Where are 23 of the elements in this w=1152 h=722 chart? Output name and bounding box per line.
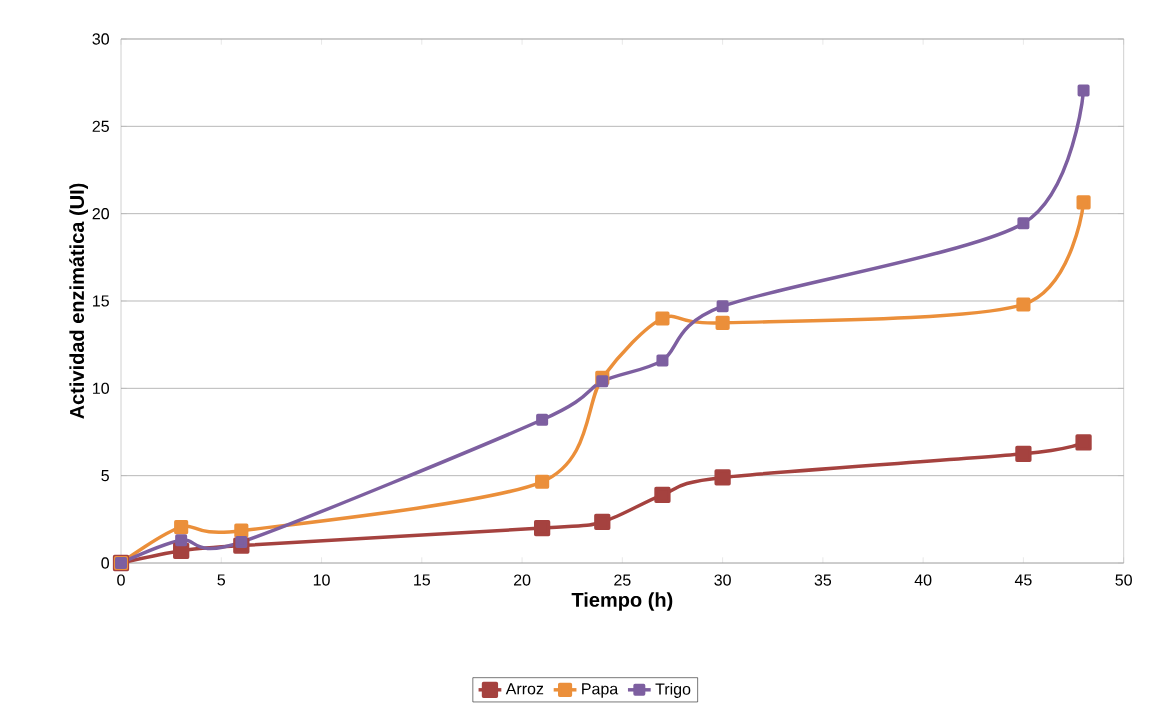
x-tick-label: 35 — [814, 574, 832, 586]
y-tick-label: 15 — [93, 295, 109, 307]
y-axis-title: Actividad enzimática (UI) — [69, 183, 88, 419]
x-tick-label: 5 — [217, 574, 226, 586]
x-tick-label: 10 — [313, 574, 330, 586]
x-tick-label: 30 — [714, 574, 731, 586]
legend-label: Arroz — [505, 683, 544, 695]
y-tick-label: 10 — [93, 382, 110, 394]
y-tick-label: 0 — [101, 557, 110, 569]
x-tick-label: 25 — [614, 574, 631, 586]
legend-label: Trigo — [655, 683, 691, 698]
y-tick-label: 25 — [92, 120, 109, 132]
x-tick-label: 50 — [1115, 574, 1132, 586]
x-tick-label: 20 — [513, 574, 531, 586]
x-tick-label: 45 — [1014, 574, 1032, 586]
y-tick-label: 30 — [92, 33, 110, 45]
y-tick-label: 20 — [92, 208, 110, 220]
x-tick-label: 15 — [414, 574, 431, 586]
x-axis-title: Tiempo (h) — [571, 592, 673, 611]
x-tick-label: 40 — [914, 574, 932, 586]
legend-label: Papa — [582, 683, 619, 698]
x-tick-label: 0 — [117, 574, 125, 586]
y-tick-label: 5 — [101, 470, 109, 482]
